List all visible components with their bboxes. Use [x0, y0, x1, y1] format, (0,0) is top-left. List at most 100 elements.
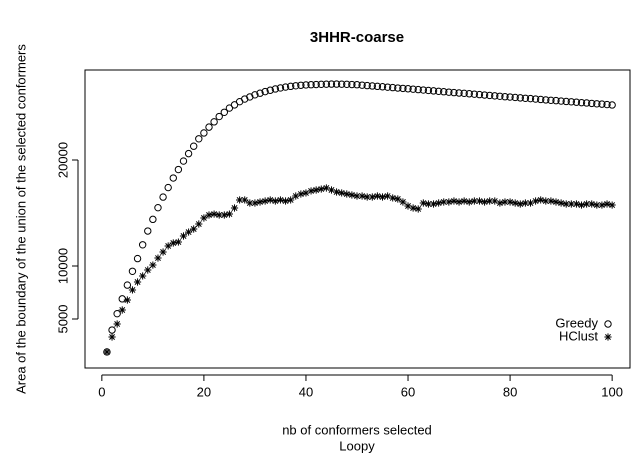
- point: [327, 80, 336, 88]
- point: [531, 197, 540, 205]
- point: [557, 97, 565, 105]
- point: [312, 186, 320, 194]
- point: [338, 189, 346, 197]
- point: [521, 199, 529, 207]
- point: [225, 210, 234, 218]
- point: [220, 108, 229, 116]
- point: [526, 199, 535, 207]
- point: [215, 112, 223, 121]
- point: [343, 80, 351, 89]
- point: [547, 197, 555, 205]
- point: [542, 96, 550, 104]
- point: [465, 198, 473, 206]
- point: [373, 82, 382, 91]
- point: [470, 90, 479, 98]
- point: [475, 197, 484, 205]
- point: [516, 94, 524, 102]
- point: [582, 99, 591, 107]
- point: [542, 197, 550, 205]
- point: [460, 197, 468, 205]
- point: [337, 80, 346, 88]
- point: [266, 196, 274, 204]
- point: [593, 100, 601, 108]
- point: [164, 183, 172, 192]
- point: [179, 232, 188, 240]
- point: [552, 198, 560, 206]
- point: [373, 192, 382, 200]
- point: [496, 199, 504, 207]
- point: [159, 248, 167, 256]
- point: [368, 82, 376, 90]
- point: [103, 348, 111, 356]
- point: [378, 83, 387, 91]
- point: [154, 203, 162, 212]
- point: [327, 186, 336, 194]
- legend-label: HClust: [559, 328, 598, 343]
- chart-title: 3HHR-coarse: [310, 29, 404, 46]
- point: [312, 80, 320, 89]
- point: [567, 200, 575, 208]
- point: [414, 85, 422, 94]
- point: [384, 192, 392, 200]
- point: [205, 211, 213, 219]
- x-tick-label: 100: [601, 384, 623, 399]
- point: [450, 197, 458, 205]
- point: [501, 93, 509, 101]
- point: [307, 187, 315, 195]
- point: [475, 90, 484, 99]
- x-tick-label: 80: [503, 384, 517, 399]
- point: [297, 81, 305, 89]
- point: [440, 88, 448, 96]
- point: [174, 165, 183, 174]
- point: [292, 82, 300, 90]
- point: [399, 84, 407, 93]
- point: [526, 94, 535, 103]
- point: [409, 204, 417, 212]
- point: [536, 95, 545, 104]
- point: [562, 97, 570, 106]
- point: [230, 204, 239, 212]
- point: [470, 197, 478, 205]
- point: [200, 214, 208, 222]
- point: [302, 189, 310, 197]
- point: [276, 84, 285, 92]
- point: [404, 202, 412, 210]
- point: [179, 157, 188, 165]
- point: [251, 91, 259, 99]
- point: [506, 198, 514, 206]
- x-tick-label: 20: [197, 384, 211, 399]
- point: [608, 201, 616, 209]
- point: [491, 92, 499, 100]
- point: [149, 215, 157, 224]
- point: [271, 197, 279, 205]
- point: [108, 333, 116, 341]
- point: [118, 295, 126, 303]
- point: [353, 192, 361, 200]
- point: [322, 80, 331, 88]
- point: [608, 101, 616, 109]
- point: [256, 89, 264, 97]
- point: [164, 242, 172, 250]
- point: [261, 197, 269, 205]
- point: [174, 238, 182, 246]
- point: [353, 81, 361, 89]
- point: [251, 199, 259, 207]
- point: [144, 266, 152, 274]
- point: [236, 196, 244, 204]
- y-tick-label: 10000: [55, 248, 70, 284]
- point: [511, 93, 519, 102]
- point: [123, 296, 131, 304]
- point: [572, 200, 581, 208]
- point: [567, 98, 576, 106]
- point: [588, 200, 596, 208]
- point: [603, 200, 611, 208]
- point: [506, 93, 514, 101]
- point: [348, 80, 356, 89]
- point: [572, 98, 581, 106]
- point: [424, 200, 433, 208]
- point: [302, 81, 310, 89]
- point: [491, 197, 499, 205]
- point: [230, 101, 239, 109]
- point: [154, 254, 162, 262]
- point: [210, 210, 218, 218]
